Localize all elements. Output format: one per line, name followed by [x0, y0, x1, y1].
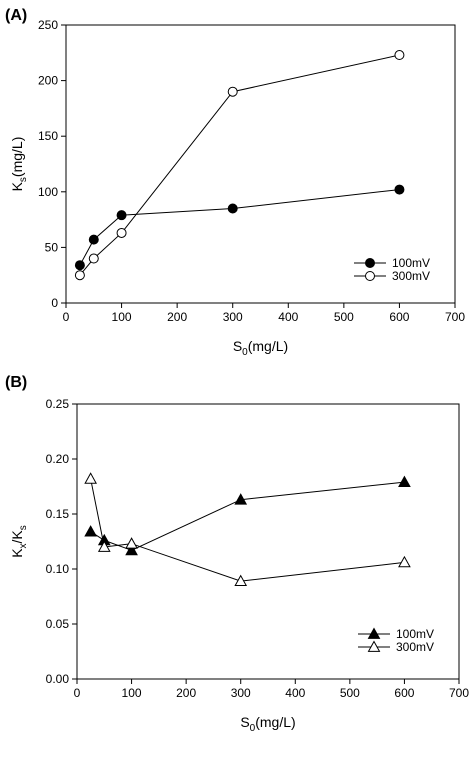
panel-label: (A): [5, 7, 27, 24]
y-axis-label-subscript: s: [18, 177, 29, 182]
data-point-300mV: [74, 270, 85, 281]
x-tick-label: 100: [112, 310, 132, 324]
x-axis-label-subscript: 0: [250, 723, 256, 734]
x-tick-label: 200: [167, 310, 187, 324]
y-tick-label: 250: [38, 18, 58, 32]
y-axis-label-divider: /K: [9, 530, 25, 544]
x-axis-label-main: S: [233, 338, 242, 354]
data-point-100mV: [74, 260, 85, 271]
x-tick-label: 300: [231, 686, 251, 700]
legend-entry-label: 300mV: [396, 640, 434, 654]
y-tick-label: 100: [38, 185, 58, 199]
x-tick-label: 500: [334, 310, 354, 324]
data-point-100mV: [116, 210, 127, 221]
data-point-100mV: [398, 475, 411, 487]
y-tick-label: 50: [45, 240, 59, 254]
chart-panel-b: (B) 0 100 200 300 400 500 600 700 0.00 0.05 0.10 0.1…: [5, 374, 469, 734]
x-tick-label: 600: [394, 686, 414, 700]
legend-entry-label: 100mV: [396, 627, 434, 641]
y-tick-label: 0.15: [46, 507, 70, 521]
plot-frame: [76, 403, 460, 680]
y-axis-label-main: K: [9, 548, 25, 558]
y-tick-label: 0.00: [46, 672, 70, 686]
plot-frame: [65, 24, 456, 304]
x-tick-label: 0: [74, 686, 81, 700]
data-point-100mV: [84, 525, 97, 537]
legend-entry-label: 300mV: [392, 269, 430, 283]
x-axis-label-subscript: 0: [242, 347, 248, 358]
data-point-100mV: [125, 543, 138, 556]
series-line-300mV: [79, 54, 400, 276]
x-axis-label-unit: (mg/L): [248, 338, 288, 354]
x-tick-label: 300: [223, 310, 243, 324]
x-tick-label: 700: [445, 310, 465, 324]
y-tick-label: 0.10: [46, 562, 70, 576]
legend-marker: [365, 271, 375, 281]
x-tick-label: 400: [285, 686, 305, 700]
y-axis-label-subscript-2: s: [18, 525, 29, 530]
data-point-100mV: [88, 234, 99, 245]
x-tick-label: 700: [449, 686, 469, 700]
data-point-100mV: [234, 493, 248, 505]
data-point-300mV: [234, 574, 248, 586]
y-axis-label-unit: (mg/L): [9, 137, 25, 177]
data-point-100mV: [227, 203, 238, 214]
y-axis-label-main: K: [9, 181, 25, 191]
data-point-300mV: [97, 540, 111, 552]
series-line-100mV: [79, 189, 400, 266]
x-axis-label: S0(mg/L): [240, 714, 295, 734]
x-tick-label: 400: [278, 310, 298, 324]
legend-marker: [365, 258, 375, 268]
x-tick-label: 200: [176, 686, 196, 700]
y-axis-label: Kx/Ks: [9, 525, 29, 558]
x-tick-label: 500: [340, 686, 360, 700]
data-point-300mV: [398, 555, 411, 568]
legend-marker: [367, 627, 381, 639]
x-axis-label-main: S: [240, 714, 249, 730]
x-axis-label-unit: (mg/L): [255, 714, 295, 730]
x-axis-label: S0(mg/L): [233, 338, 288, 358]
x-tick-label: 100: [122, 686, 142, 700]
data-point-300mV: [394, 50, 405, 61]
legend-marker: [367, 640, 381, 652]
data-point-100mV: [394, 184, 405, 195]
series-line-100mV: [90, 481, 405, 551]
y-tick-label: 0: [51, 296, 58, 310]
panel-label: (B): [5, 374, 27, 391]
data-point-300mV: [88, 253, 99, 264]
series-line-300mV: [90, 478, 405, 582]
y-axis-label: Ks(mg/L): [9, 137, 29, 192]
data-point-300mV: [125, 537, 138, 549]
data-point-300mV: [116, 227, 127, 238]
y-tick-label: 0.05: [46, 617, 70, 631]
y-tick-label: 150: [38, 129, 58, 143]
y-axis-label-subscript: x: [18, 543, 29, 548]
data-point-300mV: [227, 86, 238, 97]
x-tick-label: 0: [63, 310, 70, 324]
y-tick-label: 200: [38, 74, 58, 88]
data-point-300mV: [84, 472, 97, 484]
x-tick-label: 600: [389, 310, 409, 324]
y-tick-label: 0.20: [46, 452, 70, 466]
y-tick-label: 0.25: [46, 397, 70, 411]
legend-entry-label: 100mV: [392, 256, 430, 270]
chart-panel-a: (A) 0 100 200 300 400 500 600 700 0 50 100 150 200 250…: [5, 7, 465, 358]
